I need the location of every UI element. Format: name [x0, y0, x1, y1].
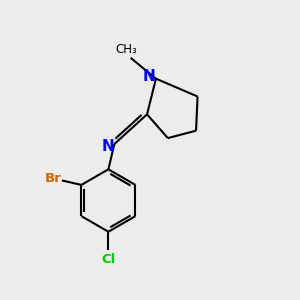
Text: CH₃: CH₃ — [115, 43, 137, 56]
Text: N: N — [143, 69, 156, 84]
Text: Br: Br — [45, 172, 61, 185]
Text: Cl: Cl — [101, 253, 116, 266]
Text: N: N — [101, 139, 114, 154]
